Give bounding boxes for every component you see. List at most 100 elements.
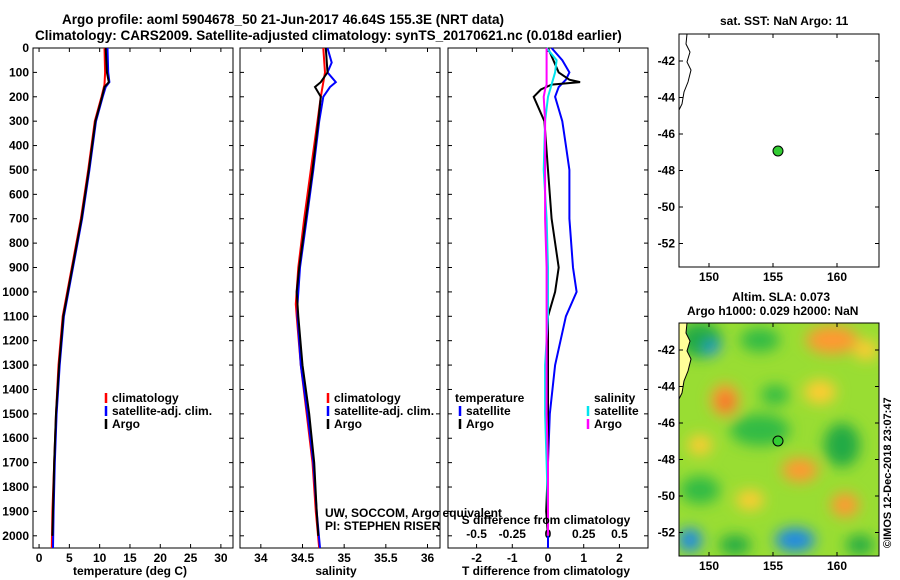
s-difference-axis-label: S difference from climatology: [462, 513, 631, 527]
depth-tick-label: 100: [9, 65, 29, 79]
legend-label: climatology: [112, 391, 179, 405]
depth-tick-label: 1800: [2, 480, 29, 494]
x-tick-label: 36: [421, 551, 435, 565]
difference-depth-ticks: [448, 47, 648, 537]
depth-tick-label: 1200: [2, 334, 29, 348]
figure-title-line1: Argo profile: aoml 5904678_50 21-Jun-201…: [62, 12, 504, 27]
legend-label: Argo: [334, 417, 362, 431]
s-diff-tick-label: 0.5: [611, 527, 628, 541]
depth-tick-label: 300: [9, 114, 29, 128]
legend-label: Argo: [466, 417, 494, 431]
map-x-tick-label: 160: [827, 270, 847, 284]
x-tick-label: 0: [545, 551, 552, 565]
depth-tick-label: 1700: [2, 456, 29, 470]
s-diff-tick-label: -0.5: [466, 527, 487, 541]
x-tick-label: 10: [93, 551, 107, 565]
bottom-map-axes: 150 155 160 -42 -44 -46 -48 -50 -52: [658, 323, 879, 573]
depth-tick-label: 200: [9, 90, 29, 104]
map-y-tick-label: -46: [658, 416, 676, 430]
map-y-tick-label: -52: [658, 237, 676, 251]
x-tick-label: 5: [66, 551, 73, 565]
x-tick-label: 35: [337, 551, 351, 565]
depth-tick-label: 900: [9, 261, 29, 275]
depth-tick-label: 400: [9, 139, 29, 153]
temperature-axis: 0 5 10 15 20 25 30: [36, 48, 228, 565]
salinity-axis: 34 34.5 35 35.5 36: [254, 48, 434, 565]
series-line-2: [542, 47, 558, 536]
x-tick-label: 2: [616, 551, 623, 565]
map-x-tick-label: 155: [763, 270, 783, 284]
salinity-plot-frame: [239, 47, 441, 549]
legend-title-temperature: temperature: [455, 391, 525, 405]
s-diff-tick-label: -0.25: [499, 527, 527, 541]
x-tick-label: 34: [254, 551, 268, 565]
map-y-tick-label: -44: [658, 91, 676, 105]
x-tick-label: 1: [580, 551, 587, 565]
depth-tick-label: 0: [22, 41, 29, 55]
legend-label: satellite-adj. clim.: [112, 404, 212, 418]
x-tick-label: 15: [123, 551, 137, 565]
map-x-tick-label: 160: [827, 559, 847, 573]
x-tick-label: 0: [36, 551, 43, 565]
argo-float-marker-bottom: [772, 435, 784, 447]
legend-label: Argo: [594, 417, 622, 431]
depth-tick-label: 1300: [2, 358, 29, 372]
map-y-tick-label: -42: [658, 54, 676, 68]
legend-label: satellite: [466, 404, 511, 418]
x-tick-label: 34.5: [291, 551, 315, 565]
depth-tick-label: 500: [9, 163, 29, 177]
series-line-1: [532, 47, 581, 536]
coastline: [678, 33, 692, 111]
temperature-axis-label: temperature (deg C): [73, 564, 187, 578]
t-difference-axis-label: T difference from climatology: [462, 564, 630, 578]
series-line-3: [542, 48, 549, 536]
map-y-tick-label: -50: [658, 200, 676, 214]
top-map-title: sat. SST: NaN Argo: 11: [720, 14, 849, 28]
map-x-tick-label: 150: [699, 270, 719, 284]
depth-tick-label: 1400: [2, 382, 29, 396]
map-y-tick-label: -42: [658, 343, 676, 357]
argo-float-marker: [772, 145, 784, 157]
legend-label: climatology: [334, 391, 401, 405]
x-tick-label: 25: [184, 551, 198, 565]
legend-label: satellite: [594, 404, 639, 418]
map-y-tick-label: -44: [658, 380, 676, 394]
difference-series: [532, 47, 581, 548]
coastline-bottom: [679, 323, 692, 400]
depth-tick-label: 1600: [2, 431, 29, 445]
map-y-tick-label: -48: [658, 164, 676, 178]
depth-tick-label: 800: [9, 236, 29, 250]
figure-title-line2: Climatology: CARS2009. Satellite-adjuste…: [35, 28, 622, 43]
salinity-axis-label: salinity: [315, 564, 357, 578]
depth-tick-label: 700: [9, 212, 29, 226]
legend-label: Argo: [112, 417, 140, 431]
depth-tick-label: 1100: [3, 309, 29, 323]
sla-field: [679, 323, 879, 556]
legend-title-salinity: salinity: [594, 391, 636, 405]
credits-line2: PI: STEPHEN RISER: [325, 519, 441, 533]
map-y-tick-label: -48: [658, 453, 676, 467]
map-y-tick-label: -46: [658, 127, 676, 141]
bottom-map-title-line1: Altim. SLA: 0.073: [732, 290, 831, 304]
x-tick-label: 35.5: [374, 551, 398, 565]
temperature-plot-frame: [32, 47, 234, 549]
imos-timestamp: ©IMOS 12-Dec-2018 23:07:47: [882, 397, 894, 548]
bottom-map-frame: [678, 322, 880, 557]
x-tick-label: 30: [214, 551, 228, 565]
depth-axis: 0 100 200 300 400 500 600 700 800 900 1000 1100 1200…: [2, 41, 233, 543]
depth-tick-label: 2000: [2, 529, 29, 543]
depth-tick-label: 1500: [2, 407, 29, 421]
depth-tick-label: 1900: [2, 504, 29, 518]
credits-line1: UW, SOCCOM, Argo equivalent: [325, 506, 502, 520]
map-y-tick-label: -52: [658, 526, 676, 540]
map-x-tick-label: 150: [699, 559, 719, 573]
salinity-series: [294, 47, 338, 549]
x-tick-label: -2: [471, 551, 482, 565]
